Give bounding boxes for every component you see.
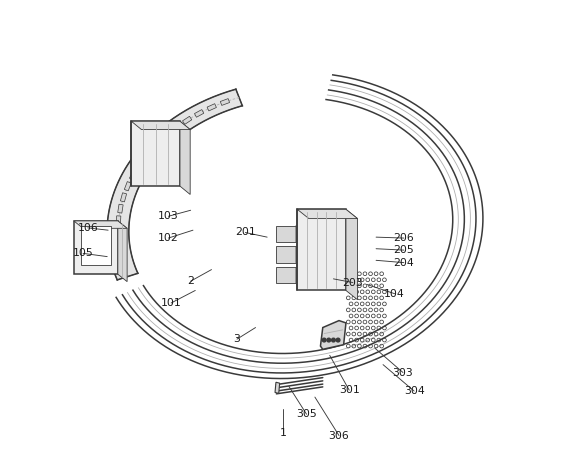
Polygon shape <box>320 320 346 349</box>
Polygon shape <box>296 267 301 287</box>
Text: 306: 306 <box>329 431 350 440</box>
Polygon shape <box>74 221 127 228</box>
Polygon shape <box>180 121 190 194</box>
Polygon shape <box>276 267 296 284</box>
Polygon shape <box>275 382 280 393</box>
Polygon shape <box>120 261 127 270</box>
Text: 201: 201 <box>235 227 256 238</box>
Text: 205: 205 <box>393 245 414 255</box>
Polygon shape <box>346 209 358 300</box>
Polygon shape <box>207 104 217 111</box>
Polygon shape <box>117 250 123 259</box>
Text: 301: 301 <box>339 385 359 395</box>
Text: 204: 204 <box>393 258 414 268</box>
Circle shape <box>323 338 326 342</box>
Text: 101: 101 <box>161 298 181 308</box>
Polygon shape <box>297 209 358 219</box>
Polygon shape <box>276 226 296 242</box>
Circle shape <box>336 338 340 342</box>
Polygon shape <box>130 171 137 180</box>
Text: 303: 303 <box>393 367 414 378</box>
Text: 103: 103 <box>158 211 179 221</box>
Text: 105: 105 <box>73 248 93 259</box>
Polygon shape <box>183 116 192 124</box>
Text: 2: 2 <box>187 276 194 286</box>
Text: 203: 203 <box>343 278 363 287</box>
Text: 104: 104 <box>384 289 405 299</box>
Polygon shape <box>118 221 127 282</box>
Polygon shape <box>74 221 118 274</box>
Circle shape <box>332 338 335 342</box>
Polygon shape <box>136 160 143 170</box>
Polygon shape <box>195 110 204 117</box>
Text: 305: 305 <box>296 409 317 419</box>
Polygon shape <box>276 246 296 263</box>
Polygon shape <box>143 150 151 159</box>
Polygon shape <box>131 121 180 186</box>
Polygon shape <box>296 246 301 266</box>
Polygon shape <box>116 239 121 247</box>
Polygon shape <box>120 193 127 202</box>
Text: 3: 3 <box>233 334 240 344</box>
Polygon shape <box>171 124 180 132</box>
Polygon shape <box>296 226 301 246</box>
Text: 304: 304 <box>404 386 425 396</box>
Polygon shape <box>161 132 170 141</box>
Polygon shape <box>297 209 346 291</box>
Polygon shape <box>220 99 230 106</box>
Polygon shape <box>107 89 242 280</box>
Text: 102: 102 <box>158 233 179 243</box>
Polygon shape <box>131 121 190 130</box>
Polygon shape <box>118 204 123 213</box>
Polygon shape <box>116 216 121 224</box>
Circle shape <box>327 338 331 342</box>
Text: 106: 106 <box>77 223 98 233</box>
Polygon shape <box>151 141 160 150</box>
Polygon shape <box>81 226 111 265</box>
Polygon shape <box>116 227 120 236</box>
Text: 206: 206 <box>393 233 414 243</box>
Polygon shape <box>124 182 131 191</box>
Text: 1: 1 <box>280 428 287 438</box>
